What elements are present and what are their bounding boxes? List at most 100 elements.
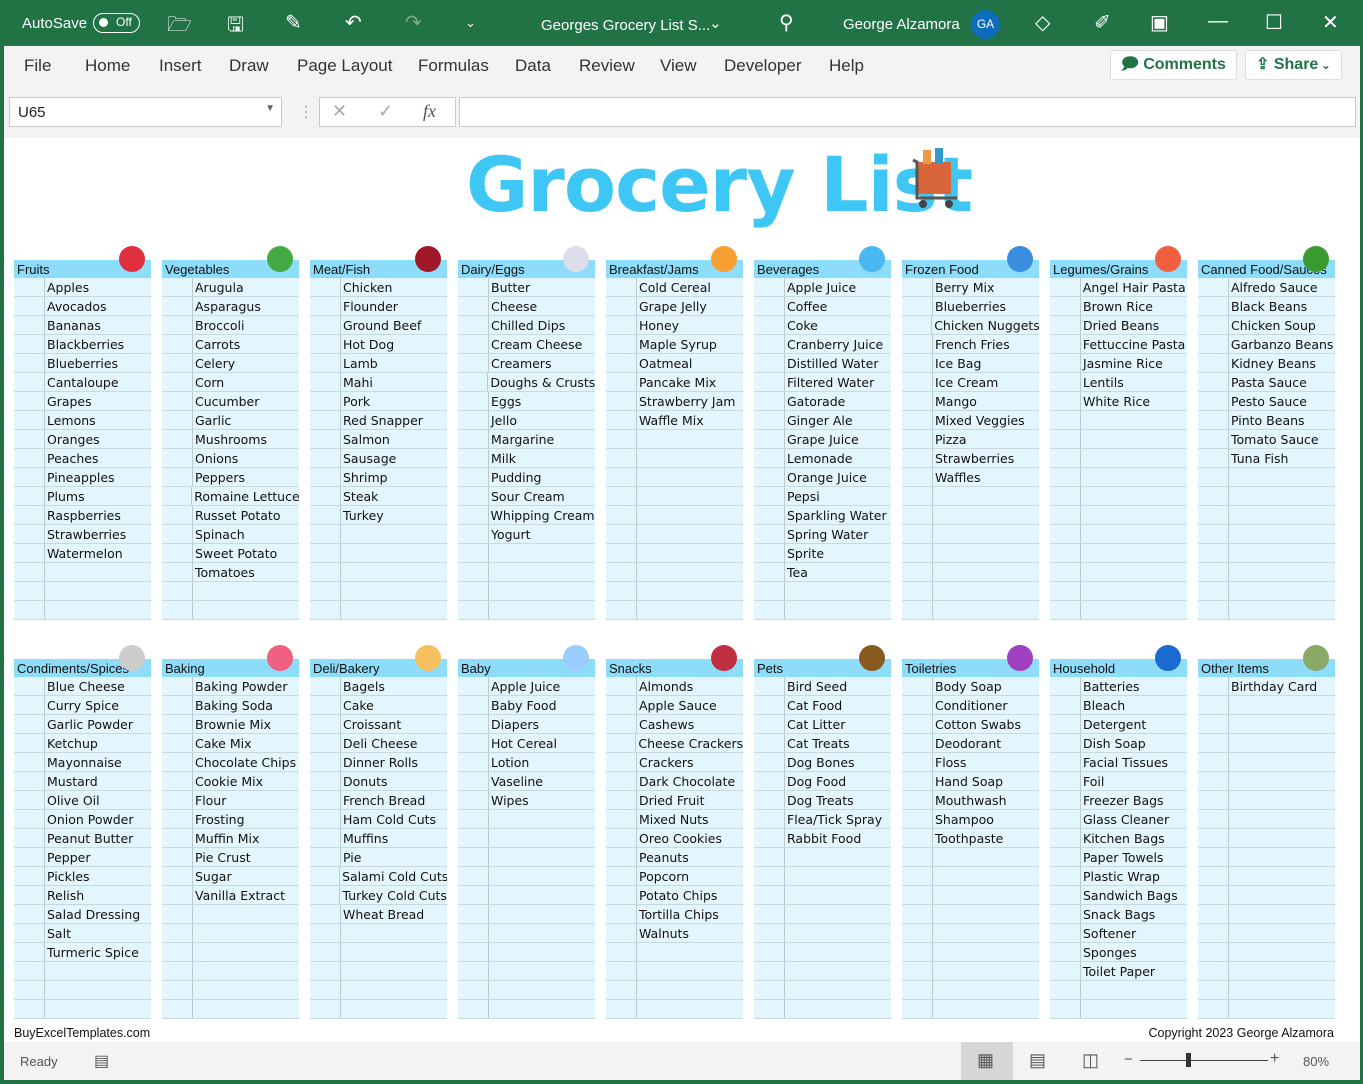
item-name[interactable]: Jello (491, 413, 517, 428)
check-cell[interactable] (310, 601, 341, 619)
item-name[interactable]: Oreo Cookies (639, 831, 722, 846)
check-cell[interactable] (1198, 468, 1229, 486)
item-name[interactable]: Sparkling Water (787, 508, 887, 523)
check-cell[interactable] (14, 430, 45, 448)
item-name[interactable]: Apple Juice (491, 679, 561, 694)
item-name[interactable]: Waffles (935, 470, 981, 485)
item-name[interactable]: Lotion (491, 755, 530, 770)
check-cell[interactable] (902, 487, 933, 505)
check-cell[interactable] (162, 525, 193, 543)
item-name[interactable]: Pinto Beans (1231, 413, 1305, 428)
item-name[interactable]: Strawberries (47, 527, 127, 542)
item-name[interactable] (45, 563, 49, 581)
check-cell[interactable] (606, 715, 637, 733)
item-name[interactable]: Foil (1083, 774, 1105, 789)
item-name[interactable]: Snack Bags (1083, 907, 1156, 922)
check-cell[interactable] (606, 278, 637, 296)
check-cell[interactable] (1198, 829, 1229, 847)
check-cell[interactable] (458, 430, 489, 448)
item-name[interactable]: Mayonnaise (47, 755, 122, 770)
check-cell[interactable] (606, 962, 637, 980)
item-name[interactable]: Angel Hair Pasta (1082, 280, 1186, 295)
check-cell[interactable] (310, 354, 341, 372)
check-cell[interactable] (1050, 981, 1081, 999)
check-cell[interactable] (162, 734, 193, 752)
item-name[interactable] (341, 1000, 345, 1018)
check-cell[interactable] (606, 392, 637, 410)
item-name[interactable]: Dark Chocolate (639, 774, 736, 789)
check-cell[interactable] (162, 696, 193, 714)
item-name[interactable]: Arugula (195, 280, 244, 295)
check-cell[interactable] (1198, 924, 1229, 942)
check-cell[interactable] (162, 848, 193, 866)
item-name[interactable] (489, 943, 493, 961)
zoom-level[interactable]: 80% (1303, 1054, 1330, 1069)
item-name[interactable] (785, 981, 789, 999)
item-name[interactable] (1229, 924, 1233, 942)
check-cell[interactable] (902, 449, 933, 467)
check-cell[interactable] (606, 297, 637, 315)
item-name[interactable]: Vaseline (491, 774, 544, 789)
check-cell[interactable] (310, 506, 341, 524)
check-cell[interactable] (754, 373, 785, 391)
check-cell[interactable] (606, 943, 637, 961)
check-cell[interactable] (310, 316, 341, 334)
item-name[interactable]: Pesto Sauce (1231, 394, 1307, 409)
check-cell[interactable] (754, 278, 785, 296)
check-cell[interactable] (902, 734, 933, 752)
check-cell[interactable] (754, 563, 785, 581)
check-cell[interactable] (458, 354, 489, 372)
item-name[interactable]: Salmon (343, 432, 390, 447)
item-name[interactable] (1229, 848, 1233, 866)
check-cell[interactable] (1198, 601, 1229, 619)
enter-icon[interactable]: ✓ (378, 101, 394, 121)
check-cell[interactable] (162, 430, 193, 448)
check-cell[interactable] (162, 582, 193, 600)
redo-icon[interactable]: ↷ (405, 12, 422, 34)
item-name[interactable]: Margarine (491, 432, 555, 447)
item-name[interactable]: Floss (935, 755, 967, 770)
item-name[interactable]: Romaine Lettuce (194, 489, 299, 504)
check-cell[interactable] (310, 411, 341, 429)
check-cell[interactable] (1050, 563, 1081, 581)
item-name[interactable]: Carrots (195, 337, 241, 352)
check-cell[interactable] (902, 297, 933, 315)
item-name[interactable] (1081, 601, 1085, 619)
check-cell[interactable] (1198, 943, 1229, 961)
item-name[interactable]: Spinach (195, 527, 245, 542)
item-name[interactable] (933, 487, 937, 505)
check-cell[interactable] (458, 905, 489, 923)
item-name[interactable]: Cake Mix (195, 736, 252, 751)
item-name[interactable]: Hot Dog (343, 337, 395, 352)
item-name[interactable] (1081, 430, 1085, 448)
item-name[interactable]: Curry Spice (47, 698, 119, 713)
check-cell[interactable] (14, 924, 45, 942)
item-name[interactable] (637, 506, 641, 524)
item-name[interactable] (637, 449, 641, 467)
item-name[interactable]: Flea/Tick Spray (787, 812, 883, 827)
tab-review[interactable]: Review (579, 56, 635, 75)
check-cell[interactable] (310, 981, 341, 999)
worksheet[interactable]: Grocery List Fruits Apples Avocados Bananas… (4, 138, 1360, 1042)
item-name[interactable]: Cotton Swabs (935, 717, 1021, 732)
check-cell[interactable] (14, 544, 45, 562)
item-name[interactable]: Hot Cereal (491, 736, 558, 751)
item-name[interactable]: Muffins (343, 831, 389, 846)
check-cell[interactable] (458, 373, 489, 391)
check-cell[interactable] (754, 506, 785, 524)
check-cell[interactable] (754, 943, 785, 961)
item-name[interactable]: Kidney Beans (1231, 356, 1316, 371)
item-name[interactable]: Dog Food (787, 774, 847, 789)
item-name[interactable]: Dog Bones (787, 755, 855, 770)
check-cell[interactable] (754, 1000, 785, 1018)
check-cell[interactable] (1050, 544, 1081, 562)
check-cell[interactable] (310, 753, 341, 771)
item-name[interactable] (933, 544, 937, 562)
item-name[interactable]: Cake (343, 698, 374, 713)
item-name[interactable]: Wheat Bread (343, 907, 425, 922)
item-name[interactable] (785, 962, 789, 980)
item-name[interactable]: Sour Cream (491, 489, 565, 504)
check-cell[interactable] (902, 829, 933, 847)
item-name[interactable] (1229, 753, 1233, 771)
tab-file[interactable]: File (24, 56, 52, 75)
